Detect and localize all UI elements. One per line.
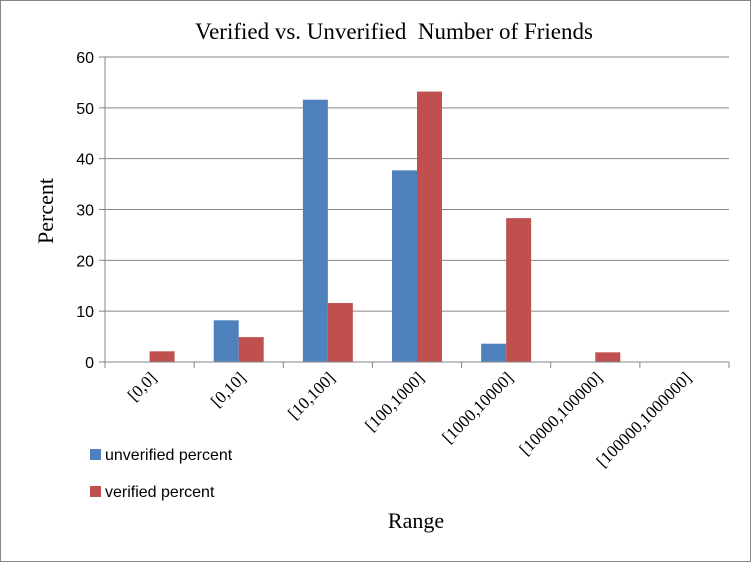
- y-tick-label: 30: [76, 203, 94, 220]
- x-tick-label: [1000,10000]: [438, 368, 517, 447]
- y-tick-label: 50: [76, 101, 94, 118]
- y-tick-label: 10: [76, 304, 94, 321]
- bar-verified: [238, 337, 264, 362]
- x-tick-label: [0,10]: [207, 368, 249, 410]
- legend: unverified percent verified percent: [90, 447, 233, 501]
- bar-unverified: [481, 343, 507, 362]
- bar-verified: [595, 352, 621, 362]
- bar-verified: [327, 303, 353, 362]
- bar-unverified: [302, 99, 328, 362]
- axes: [99, 56, 730, 368]
- legend-label: verified percent: [105, 484, 215, 501]
- x-tick-label: [10,100]: [284, 368, 339, 423]
- bar-unverified: [392, 170, 417, 362]
- y-tick-labels: 0 10 20 30 40 50 60: [76, 50, 94, 372]
- bar-unverified: [213, 320, 239, 362]
- x-tick-label: [10000,100000]: [516, 368, 607, 459]
- legend-swatch: [90, 486, 101, 497]
- bar-verified: [506, 218, 532, 362]
- y-tick-label: 20: [76, 253, 94, 270]
- x-tick-label: [100000,1000000]: [593, 368, 696, 471]
- y-axis-title: Percent: [33, 178, 58, 244]
- x-tick-label: [0,0]: [124, 368, 160, 404]
- bar-verified: [149, 351, 175, 362]
- chart-title: Verified vs. Unverified Number of Friend…: [195, 19, 593, 44]
- y-tick-label: 40: [76, 152, 94, 169]
- legend-swatch: [90, 449, 101, 460]
- y-tick-label: 0: [85, 355, 94, 372]
- bar-verified: [417, 91, 442, 363]
- x-tick-label: [100,1000]: [361, 368, 428, 435]
- bars: [149, 91, 621, 363]
- x-axis-title: Range: [388, 508, 444, 533]
- y-tick-label: 60: [76, 50, 94, 67]
- legend-label: unverified percent: [105, 447, 233, 464]
